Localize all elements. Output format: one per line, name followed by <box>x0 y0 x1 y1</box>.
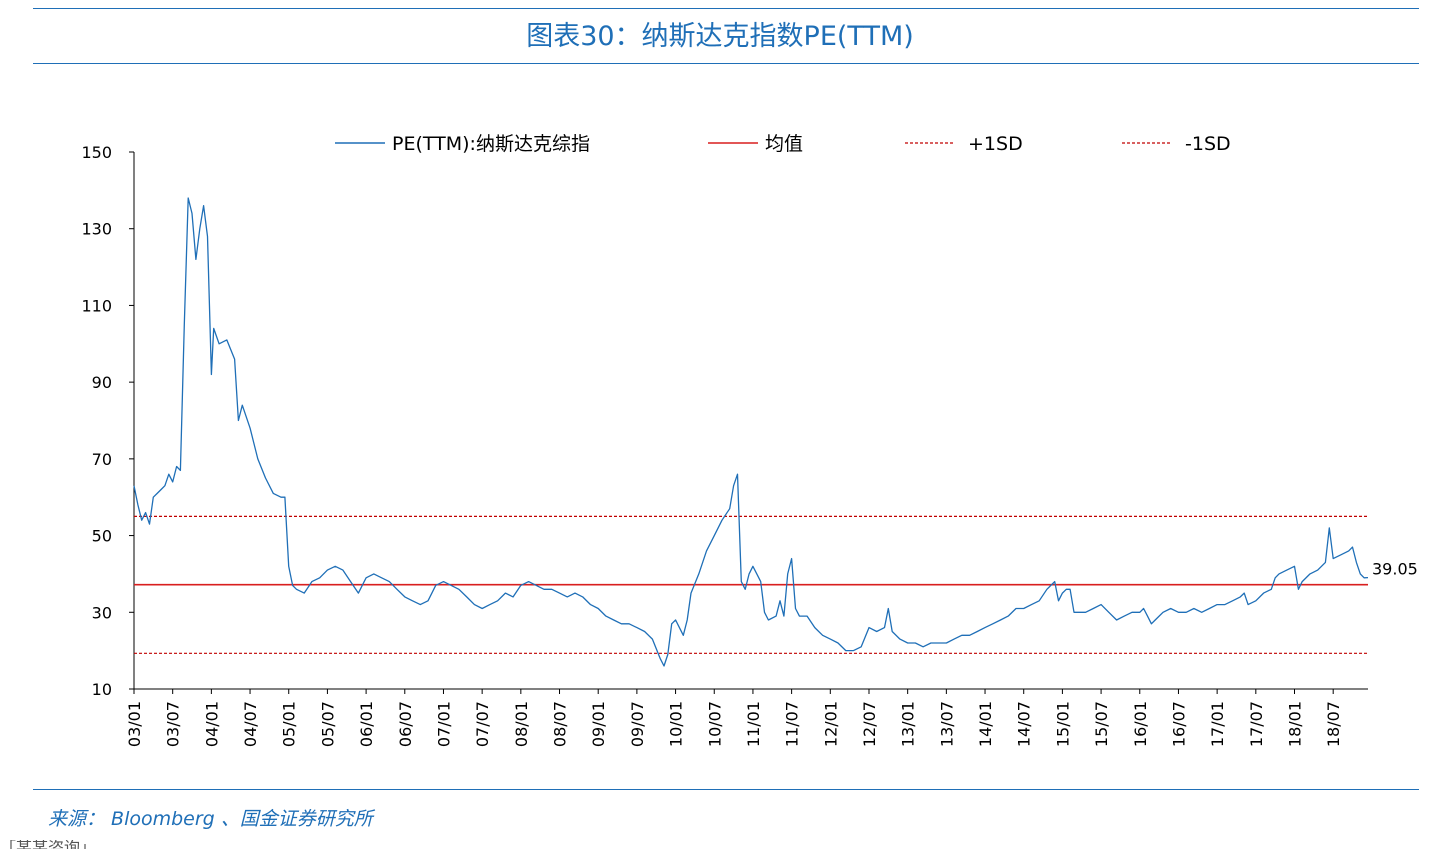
footer-cut-note: 「某某咨询」... <box>0 840 560 849</box>
bottom-rule <box>33 789 1419 790</box>
legend: PE(TTM):纳斯达克综指 均值 +1SD -1SD <box>335 133 1231 155</box>
x-tick-label: 08/07 <box>551 701 570 747</box>
x-tick-label: 03/01 <box>125 701 144 747</box>
x-tick-label: 05/01 <box>280 701 299 747</box>
chart-title: 图表30：纳斯达克指数PE(TTM) <box>526 21 914 52</box>
top-rule <box>33 8 1419 9</box>
axes: 10 30 50 70 90 110 130 150 03/01 03/07 04/01 04/07 0… <box>81 143 1368 747</box>
x-tick-label: 12/01 <box>821 701 840 747</box>
x-tick-label: 15/01 <box>1053 701 1072 747</box>
x-tick-label: 14/07 <box>1015 701 1034 747</box>
legend-mean-label: 均值 <box>765 133 803 155</box>
source-note: 来源： Bloomberg 、国金证券研究所 <box>48 808 373 830</box>
x-tick-label: 10/07 <box>705 701 724 747</box>
y-tick-label: 90 <box>92 373 112 392</box>
x-tick-label: 09/07 <box>628 701 647 747</box>
x-tick-label: 04/07 <box>241 701 260 747</box>
footer-cut-text: 「某某咨询」... <box>0 840 560 849</box>
y-tick-label: 30 <box>92 603 112 622</box>
y-tick-label: 50 <box>92 527 112 546</box>
x-tick-label: 17/01 <box>1208 701 1227 747</box>
y-tick-label: 10 <box>92 680 112 699</box>
x-tick-label: 18/07 <box>1324 701 1343 747</box>
plot-area: 39.05 <box>133 197 1418 667</box>
x-tick-label: 06/07 <box>396 701 415 747</box>
x-tick-label: 06/01 <box>357 701 376 747</box>
pe-series-line <box>133 197 1369 667</box>
x-tick-label: 08/01 <box>512 701 531 747</box>
x-tick-label: 07/07 <box>473 701 492 747</box>
x-tick-label: 18/01 <box>1286 701 1305 747</box>
y-tick-label: 130 <box>81 220 112 239</box>
x-tick-label: 13/07 <box>937 701 956 747</box>
x-tick-label: 09/01 <box>589 701 608 747</box>
legend-plus1sd-label: +1SD <box>968 133 1023 155</box>
x-tick-label: 16/01 <box>1131 701 1150 747</box>
y-tick-label: 70 <box>92 450 112 469</box>
x-tick-label: 04/01 <box>202 701 221 747</box>
x-tick-label: 16/07 <box>1169 701 1188 747</box>
x-tick-label: 05/07 <box>318 701 337 747</box>
y-tick-label: 150 <box>81 143 112 162</box>
x-tick-label: 10/01 <box>667 701 686 747</box>
x-tick-label: 11/07 <box>783 701 802 747</box>
x-tick-label: 14/01 <box>976 701 995 747</box>
x-tick-label: 13/01 <box>899 701 918 747</box>
x-tick-label: 15/07 <box>1092 701 1111 747</box>
x-tick-label: 03/07 <box>164 701 183 747</box>
x-tick-label: 11/01 <box>744 701 763 747</box>
y-tick-label: 110 <box>81 296 112 315</box>
last-value-label: 39.05 <box>1372 560 1418 579</box>
title-rule <box>33 63 1419 64</box>
legend-minus1sd-label: -1SD <box>1185 133 1231 155</box>
x-tick-label: 17/07 <box>1247 701 1266 747</box>
x-tick-label: 12/07 <box>860 701 879 747</box>
x-tick-label: 07/01 <box>434 701 453 747</box>
legend-pe-label: PE(TTM):纳斯达克综指 <box>392 133 590 155</box>
